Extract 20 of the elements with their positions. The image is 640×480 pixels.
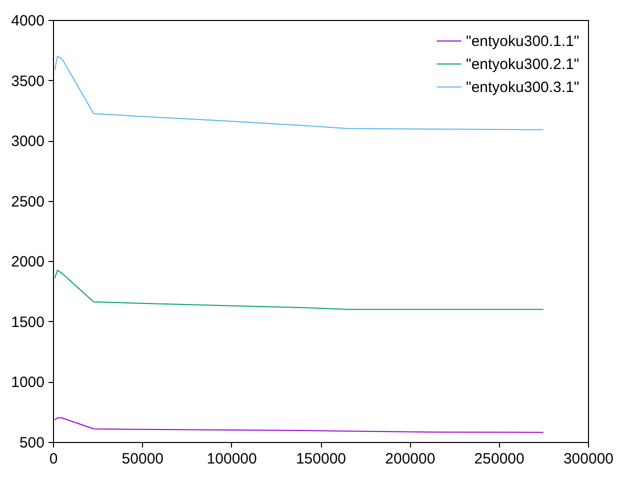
x-tick-label: 150000 bbox=[296, 450, 346, 468]
legend-label: "entyoku300.1.1" bbox=[466, 33, 580, 50]
legend-label: "entyoku300.3.1" bbox=[466, 79, 580, 96]
y-tick-label: 3000 bbox=[11, 133, 44, 150]
y-tick-label: 1000 bbox=[11, 374, 44, 392]
line-series bbox=[54, 270, 544, 310]
y-tick-label: 4000 bbox=[11, 12, 44, 30]
y-tick-label: 1500 bbox=[11, 314, 44, 331]
line-series bbox=[54, 417, 544, 433]
x-tick-label: 0 bbox=[49, 450, 58, 468]
y-tick-label: 2500 bbox=[11, 193, 44, 210]
x-tick-label: 50000 bbox=[122, 450, 164, 468]
x-tick-label: 200000 bbox=[385, 450, 436, 468]
legend-label: "entyoku300.2.1" bbox=[466, 56, 580, 73]
x-tick-label: 300000 bbox=[563, 450, 614, 468]
y-tick-label: 2000 bbox=[11, 254, 44, 271]
x-tick-label: 250000 bbox=[474, 450, 524, 468]
y-tick-label: 3500 bbox=[11, 72, 44, 90]
y-tick-label: 500 bbox=[19, 434, 44, 452]
x-tick-label: 100000 bbox=[206, 450, 257, 468]
